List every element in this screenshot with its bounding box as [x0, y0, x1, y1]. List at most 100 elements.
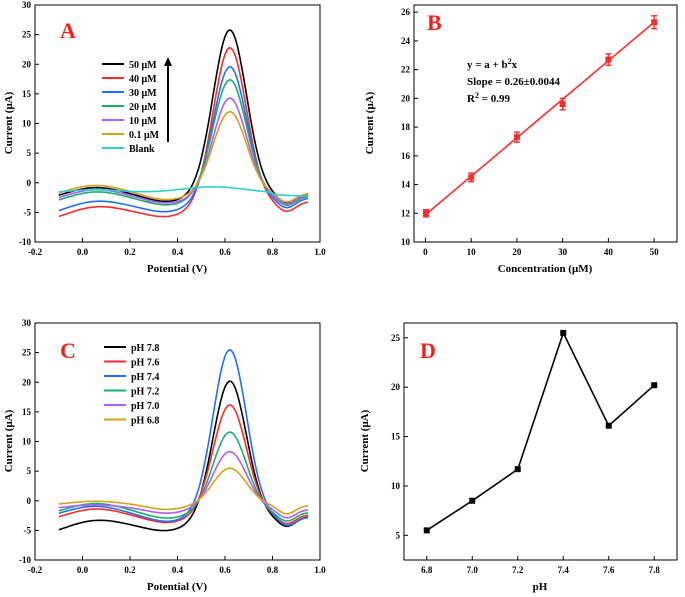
panel-a-legend-label: 40 μM [129, 74, 157, 85]
panel-c-legend-label: pH 7.8 [131, 343, 159, 354]
panel-a-arrow-head [164, 57, 172, 66]
panel-1-xtick-label: 30 [558, 247, 568, 257]
panel-0-series-5 [58, 110, 309, 203]
panel-0-ytick-label: 30 [22, 0, 32, 10]
panel-1-xtick-label: 0 [423, 247, 428, 257]
panel-d: 6.8 7.0 7.2 7.4 7.6 7.8 5 10 15 20 25 D pH Current… [359, 322, 678, 593]
panel-c-legend-label: pH 6.8 [131, 416, 159, 427]
panel-d-frame [403, 322, 678, 561]
panel-1-ytick-label: 16 [401, 151, 411, 161]
panel-d-plot [423, 329, 658, 534]
panel-b-point [651, 19, 658, 26]
panel-d-axes: 6.8 7.0 7.2 7.4 7.6 7.8 5 10 15 20 25 [391, 333, 660, 575]
panel-2-ytick-label: 25 [22, 348, 32, 358]
panel-3-ytick-label: 10 [391, 481, 401, 491]
panel-2-xtick-label: 1.0 [314, 565, 326, 575]
panel-3-xtick-label: 7.4 [558, 565, 570, 575]
panel-a-legend-label: 0.1 μM [129, 130, 160, 141]
panel-2-xtick-label: 0.8 [267, 565, 279, 575]
panel-a-legend-label: Blank [129, 144, 155, 155]
panel-b-fit-line [424, 21, 655, 216]
panel-d-point [651, 382, 658, 389]
panel-d-letter: D [420, 338, 436, 363]
panel-b-point [513, 134, 520, 141]
panel-c-legend-label: pH 7.0 [131, 401, 159, 412]
panel-2-ytick-label: 10 [22, 437, 32, 447]
panel-b-point [422, 210, 429, 217]
panel-3-ytick-label: 15 [391, 432, 401, 442]
panel-2-series-2 [58, 348, 309, 527]
panel-b-plot [422, 15, 658, 218]
panel-d-ylabel: Current (μA) [359, 409, 371, 472]
panel-2-ytick-label: 20 [22, 377, 32, 387]
panel-d-point [560, 329, 567, 336]
panel-0-ytick-label: 15 [22, 89, 32, 99]
panel-2-ytick-label: -5 [24, 525, 32, 535]
panel-d-point [605, 422, 612, 429]
panel-3-xtick-label: 7.6 [603, 565, 615, 575]
panel-b-point [605, 56, 612, 63]
panel-1-ytick-label: 24 [401, 36, 411, 46]
panel-3-xtick-label: 6.8 [421, 565, 433, 575]
panel-0-ytick-label: 20 [22, 59, 32, 69]
panel-0-ytick-label: 0 [27, 178, 32, 188]
panel-3-ytick-label: 5 [396, 530, 401, 540]
panel-0-xtick-label: 0.2 [124, 247, 136, 257]
panel-b-slope: Slope = 0.26±0.0044 [467, 76, 560, 88]
panel-2-xtick-label: 0.2 [124, 565, 136, 575]
panel-b-point [468, 174, 475, 181]
panel-2-xtick-label: -0.2 [28, 565, 43, 575]
panel-c-curves [58, 348, 309, 532]
panel-0-xtick-label: 1.0 [314, 247, 326, 257]
panel-c: -0.2 0.0 0.2 0.4 0.6 0.8 1.0-10-5051015202530 … [3, 318, 326, 593]
panel-1-ytick-label: 20 [401, 93, 411, 103]
panel-a-axes: -0.2 0.0 0.2 0.4 0.6 0.8 1.0 -10 -5 0 5 10 15 20 25 30 [19, 0, 326, 257]
panel-3-xtick-label: 7.2 [512, 565, 524, 575]
panel-2-ytick-label: 0 [27, 496, 32, 506]
panel-2-xtick-label: 0.6 [219, 565, 231, 575]
panel-0-ytick-label: 5 [27, 148, 32, 158]
panel-a-legend-label: 30 μM [129, 88, 157, 99]
panel-0-xtick-label: 0.6 [219, 247, 231, 257]
panel-1-ytick-label: 18 [401, 122, 411, 132]
panel-0-ytick-label: -10 [19, 237, 31, 247]
panel-2-xtick-label: 0.0 [77, 565, 89, 575]
panel-1-xtick-label: 10 [467, 247, 477, 257]
panel-d-line [426, 330, 655, 532]
panel-0-series-6 [58, 186, 309, 197]
panel-1-ytick-label: 12 [401, 208, 411, 218]
panel-c-legend-label: pH 7.2 [131, 387, 159, 398]
panel-b-xlabel: Concentration (μM) [498, 263, 593, 275]
panel-3-ytick-label: 20 [391, 382, 401, 392]
panel-1-ytick-label: 10 [401, 237, 411, 247]
panel-1-ytick-label: 26 [401, 7, 411, 17]
panel-b-equation: y = a + b2x [467, 57, 518, 71]
panel-0-series-0 [58, 29, 309, 204]
panel-2-series-4 [58, 450, 309, 519]
panel-2-ytick-label: 5 [27, 466, 32, 476]
panel-0-xtick-label: 0.8 [267, 247, 279, 257]
panel-1-xtick-label: 50 [650, 247, 660, 257]
panel-a-curves [58, 29, 309, 218]
panel-2-series-5 [58, 467, 309, 515]
panel-a-legend-label: 20 μM [129, 102, 157, 113]
panel-b-letter: B [427, 10, 442, 35]
panel-1-xtick-label: 20 [512, 247, 522, 257]
panel-c-legend-label: pH 7.4 [131, 372, 159, 383]
panel-1-ytick-label: 22 [401, 65, 411, 75]
panel-1-ytick-label: 14 [401, 180, 411, 190]
panel-c-axes: -0.2 0.0 0.2 0.4 0.6 0.8 1.0 -10 -5 0 5 10 15 20 25 30 [19, 318, 326, 575]
panel-0-xtick-label: 0.0 [77, 247, 89, 257]
panel-b: 0 10 20 30 40 50 10 12 14 16 18 20 22 24 26 B Concentr… [364, 4, 678, 275]
panel-d-point [469, 497, 476, 504]
panel-b-ylabel: Current (μA) [364, 91, 376, 154]
panel-0-xtick-label: -0.2 [28, 247, 43, 257]
panel-b-axes: 0 10 20 30 40 50 10 12 14 16 18 20 22 24 26 [401, 7, 659, 257]
panel-c-xlabel: Potential (V) [147, 581, 208, 593]
panel-c-ylabel: Current (μA) [3, 409, 15, 472]
panel-a: -0.2 0.0 0.2 0.4 0.6 0.8 1.0 -10 -5 0 5 10 15 20 25 30 … [3, 0, 326, 275]
panel-a-legend-label: 10 μM [129, 116, 157, 127]
panel-d-xlabel: pH [533, 581, 548, 593]
panel-d-point [423, 527, 430, 534]
